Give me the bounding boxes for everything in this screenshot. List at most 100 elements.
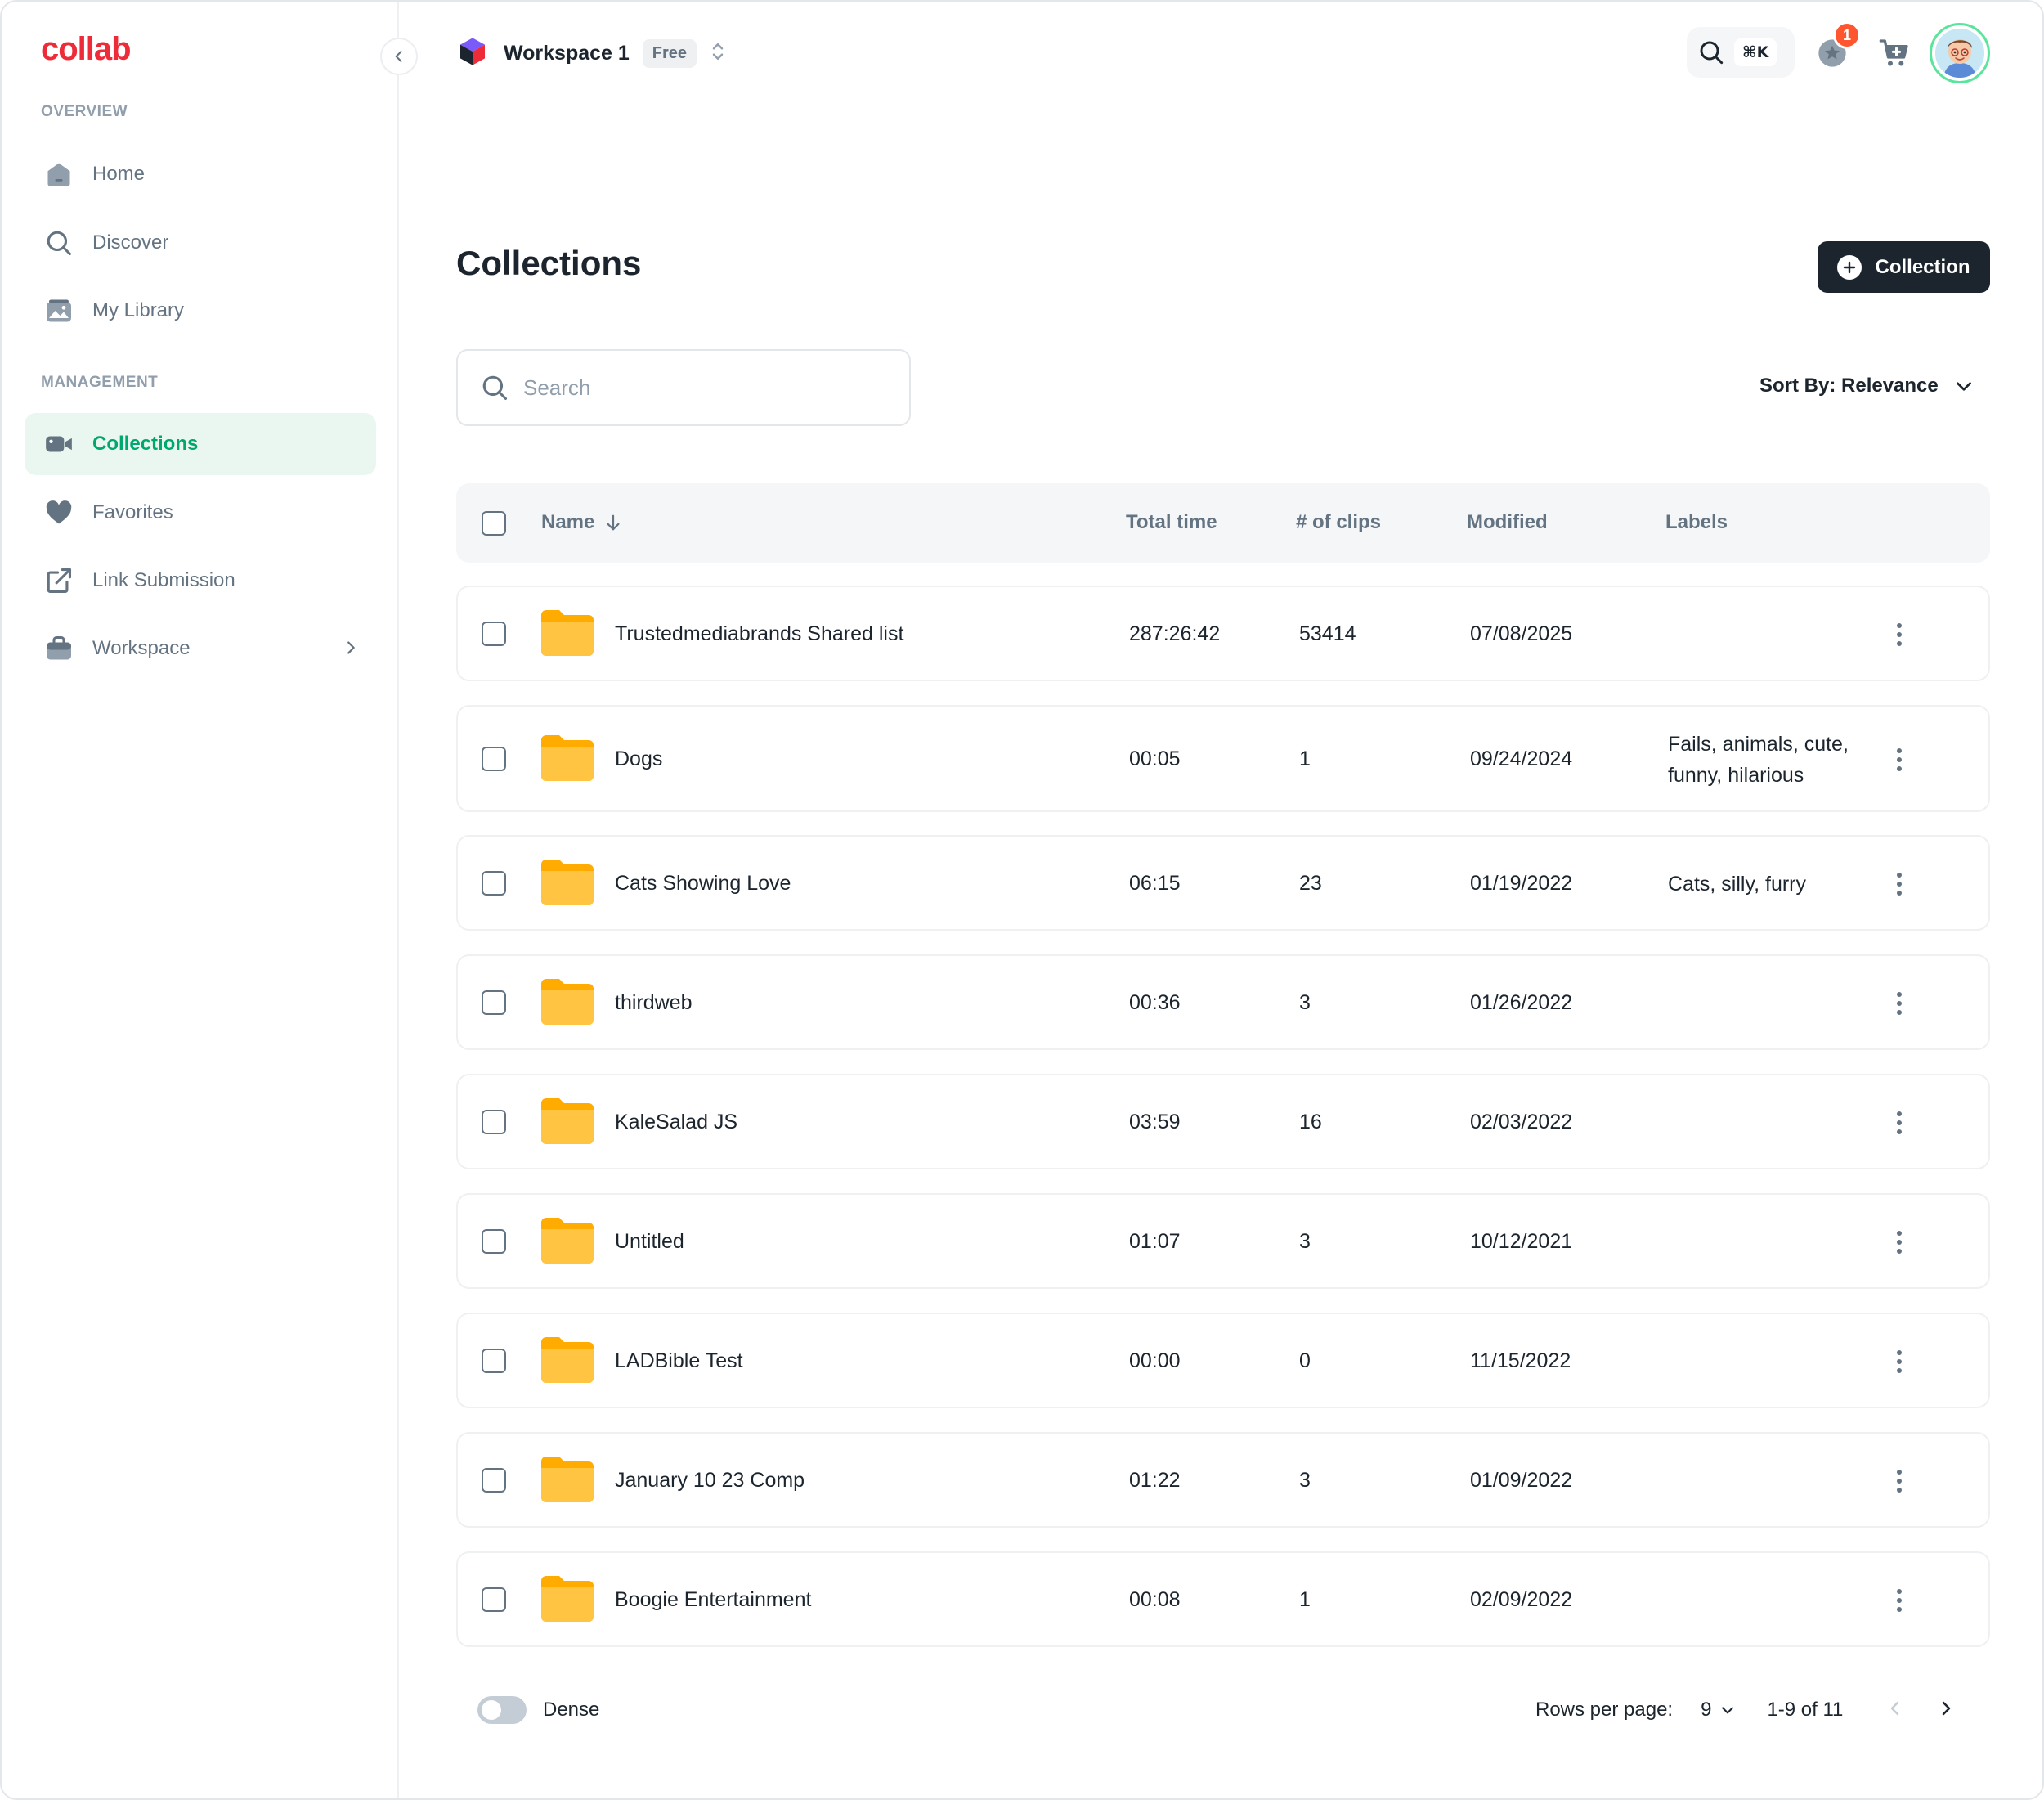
folder-icon [541,1337,594,1383]
library-icon [43,294,75,327]
table-row[interactable]: Untitled 01:07 3 10/12/2021 [456,1193,1990,1289]
table-row[interactable]: Cats Showing Love 06:15 23 01/19/2022 Ca… [456,835,1990,931]
more-options-icon[interactable] [1887,868,1912,900]
avatar-image [1935,29,1984,78]
row-labels: Cats, silly, furry [1668,873,1806,896]
next-page-button[interactable] [1936,1699,1956,1722]
dense-toggle[interactable]: Dense [477,1696,599,1724]
page-title: Collections [456,244,642,282]
table-row[interactable]: LADBible Test 00:00 0 11/15/2022 [456,1313,1990,1408]
folder-icon [541,610,594,656]
row-checkbox[interactable] [482,622,506,646]
more-options-icon[interactable] [1887,987,1912,1020]
dense-switch[interactable] [477,1696,527,1724]
chevron-down-icon [1956,382,1971,391]
sidebar-item-label: Favorites [92,501,173,523]
add-collection-button[interactable]: Collection [1818,241,1990,293]
more-options-icon[interactable] [1887,1584,1912,1617]
video-camera-icon [43,428,75,460]
more-options-icon[interactable] [1887,1226,1912,1259]
table-row[interactable]: thirdweb 00:36 3 01/26/2022 [456,954,1990,1050]
rows-per-page-value: 9 [1701,1699,1712,1721]
add-collection-label: Collection [1875,255,1970,278]
row-checkbox[interactable] [482,1468,506,1493]
table-row[interactable]: KaleSalad JS 03:59 16 02/03/2022 [456,1074,1990,1169]
sidebar-collapse-button[interactable] [380,38,418,75]
row-checkbox[interactable] [482,871,506,896]
briefcase-icon [43,632,75,665]
more-options-icon[interactable] [1887,618,1912,651]
row-checkbox[interactable] [482,1110,506,1134]
keyboard-shortcut: ⌘K [1734,38,1777,66]
search-icon [482,375,508,401]
row-checkbox[interactable] [482,1349,506,1373]
sidebar-item-link-submission[interactable]: Link Submission [25,550,376,612]
row-modified: 01/09/2022 [1470,1469,1573,1492]
chevron-down-icon [1722,1707,1734,1714]
sidebar: collab OVERVIEW Home Discover My Library… [2,2,399,1798]
table-row[interactable]: Trustedmediabrands Shared list 287:26:42… [456,586,1990,681]
rows-per-page-label: Rows per page: [1535,1699,1674,1721]
folder-icon [541,860,594,905]
collections-search[interactable] [456,349,911,426]
row-name[interactable]: Dogs [615,747,663,770]
table-row[interactable]: Boogie Entertainment 00:08 1 02/09/2022 [456,1551,1990,1647]
global-search-button[interactable]: ⌘K [1687,27,1795,78]
table-row[interactable]: Dogs 00:05 1 09/24/2024 Fails, animals, … [456,705,1990,812]
row-name[interactable]: Boogie Entertainment [615,1588,812,1611]
more-options-icon[interactable] [1887,743,1912,776]
row-total-time: 00:00 [1129,1349,1181,1372]
sidebar-item-my-library[interactable]: My Library [25,280,376,342]
cart-button[interactable] [1876,34,1913,72]
column-header-clips[interactable]: # of clips [1296,511,1382,533]
row-checkbox[interactable] [482,990,506,1015]
notifications-button[interactable]: 1 [1813,21,1861,72]
row-name[interactable]: KaleSalad JS [615,1111,738,1133]
previous-page-button[interactable] [1885,1699,1905,1722]
sidebar-item-favorites[interactable]: Favorites [25,482,376,544]
row-name[interactable]: thirdweb [615,991,693,1014]
row-name[interactable]: Untitled [615,1230,684,1253]
row-labels: Fails, animals, cute, funny, hilarious [1668,733,1849,787]
row-name[interactable]: Trustedmediabrands Shared list [615,622,904,645]
more-options-icon[interactable] [1887,1345,1912,1378]
search-input[interactable] [523,375,883,401]
row-checkbox[interactable] [482,1587,506,1612]
cart-add-icon [1879,39,1908,66]
sidebar-item-discover[interactable]: Discover [25,212,376,274]
row-name[interactable]: January 10 23 Comp [615,1469,805,1492]
row-total-time: 01:22 [1129,1469,1181,1492]
notification-count-badge: 1 [1833,21,1861,49]
column-header-name[interactable]: Name [541,511,622,534]
table-row[interactable]: January 10 23 Comp 01:22 3 01/09/2022 [456,1432,1990,1528]
sidebar-item-workspace[interactable]: Workspace [25,617,376,680]
up-down-chevron-icon [710,39,726,68]
more-options-icon[interactable] [1887,1106,1912,1139]
column-header-total-time[interactable]: Total time [1126,511,1217,533]
folder-icon [541,1098,594,1144]
sidebar-item-label: Workspace [92,637,191,659]
row-total-time: 00:36 [1129,991,1181,1014]
page-range: 1-9 of 11 [1767,1699,1844,1721]
row-name[interactable]: Cats Showing Love [615,872,791,895]
row-checkbox[interactable] [482,1229,506,1254]
workspace-switcher[interactable]: Workspace 1 Free [456,34,726,72]
user-avatar[interactable] [1930,23,1990,83]
sidebar-item-label: My Library [92,299,185,321]
sort-dropdown[interactable]: Sort By: Relevance [1759,375,1975,397]
logo[interactable]: collab [41,31,132,67]
sidebar-item-home[interactable]: Home [25,143,376,205]
home-icon [43,158,75,191]
row-checkbox[interactable] [482,747,506,771]
table-header: Name Total time # of clips Modified Labe… [456,483,1990,563]
row-name[interactable]: LADBible Test [615,1349,743,1372]
more-options-icon[interactable] [1887,1465,1912,1497]
rows-per-page-select[interactable]: 9 [1701,1699,1736,1721]
column-header-modified[interactable]: Modified [1467,511,1548,533]
folder-icon [541,979,594,1025]
sidebar-item-collections[interactable]: Collections [25,413,376,475]
sidebar-item-label: Home [92,163,146,185]
row-clips: 1 [1299,1588,1311,1611]
select-all-checkbox[interactable] [482,511,506,536]
column-header-labels[interactable]: Labels [1665,511,1728,533]
